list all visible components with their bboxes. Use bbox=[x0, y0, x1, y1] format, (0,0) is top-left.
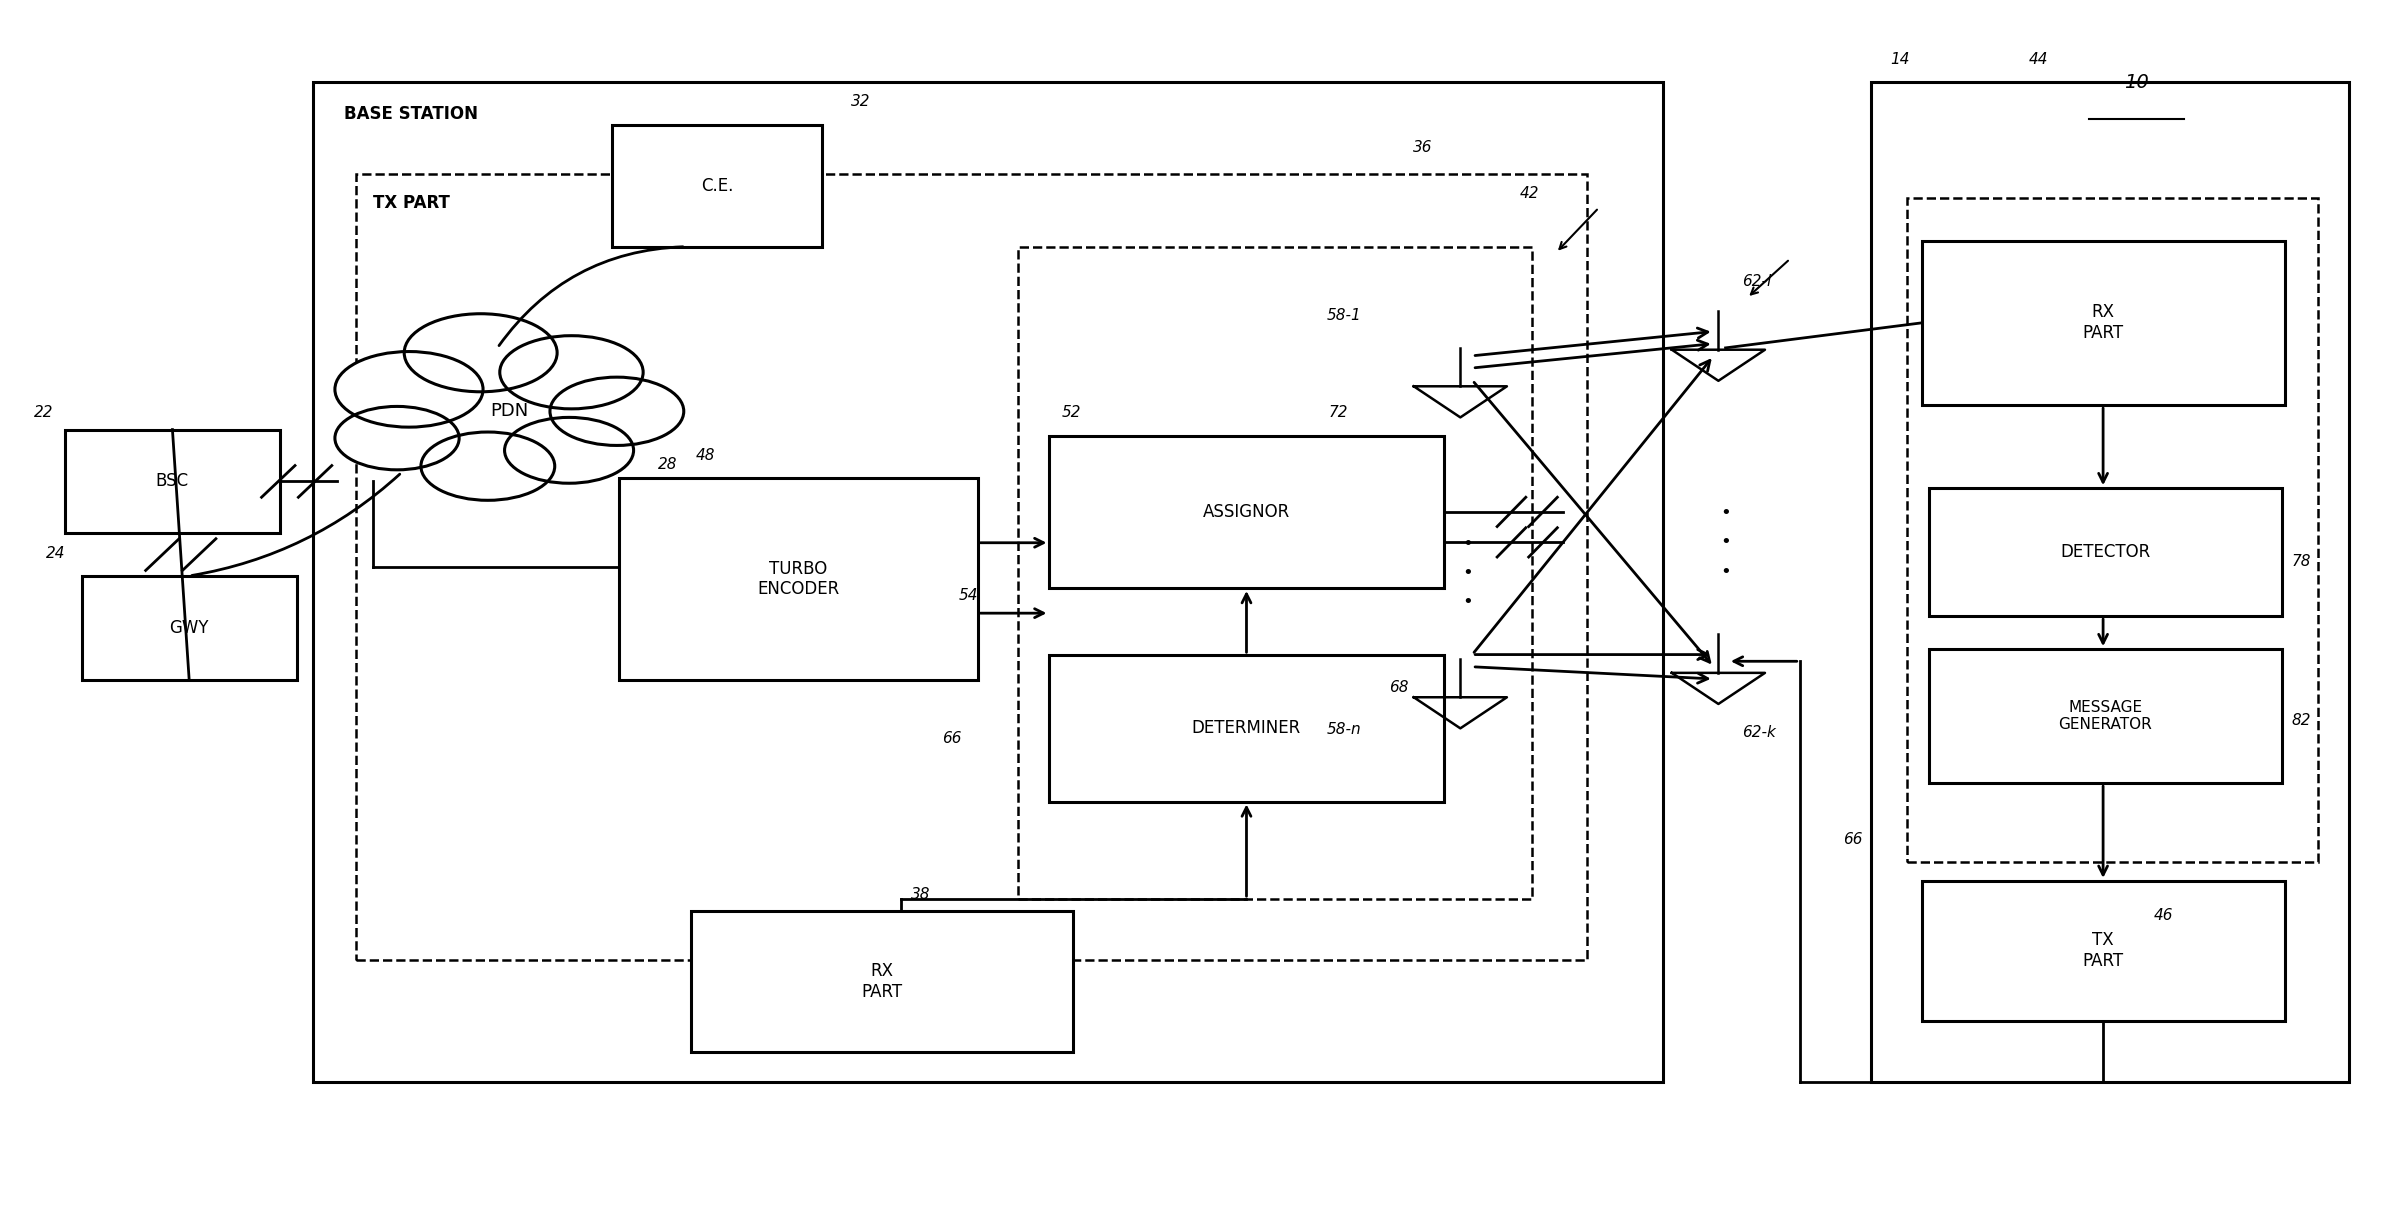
Text: 68: 68 bbox=[1389, 680, 1408, 695]
Text: 82: 82 bbox=[2292, 713, 2311, 728]
Text: DETERMINER: DETERMINER bbox=[1193, 719, 1300, 737]
Text: 58-n: 58-n bbox=[1327, 723, 1360, 737]
Text: MESSAGE
GENERATOR: MESSAGE GENERATOR bbox=[2060, 699, 2153, 733]
Text: 36: 36 bbox=[1413, 140, 1432, 154]
FancyBboxPatch shape bbox=[613, 125, 821, 246]
Text: 62-k: 62-k bbox=[1741, 725, 1777, 740]
Circle shape bbox=[335, 407, 460, 470]
Circle shape bbox=[405, 314, 558, 392]
Text: 78: 78 bbox=[2292, 554, 2311, 570]
Circle shape bbox=[501, 336, 644, 409]
Text: 10: 10 bbox=[2124, 72, 2148, 92]
FancyBboxPatch shape bbox=[65, 430, 280, 533]
Text: BSC: BSC bbox=[156, 473, 189, 490]
Text: 24: 24 bbox=[46, 545, 65, 561]
FancyBboxPatch shape bbox=[620, 478, 977, 680]
Text: GWY: GWY bbox=[170, 619, 208, 637]
FancyBboxPatch shape bbox=[1049, 436, 1444, 588]
FancyBboxPatch shape bbox=[690, 911, 1073, 1051]
Text: RX
PART: RX PART bbox=[862, 962, 903, 1001]
Circle shape bbox=[551, 377, 683, 446]
Circle shape bbox=[335, 352, 484, 428]
Text: 54: 54 bbox=[958, 588, 977, 603]
Text: 42: 42 bbox=[1521, 186, 1540, 201]
Text: 66: 66 bbox=[1842, 832, 1863, 848]
Text: PDN: PDN bbox=[491, 402, 529, 420]
Text: 44: 44 bbox=[2029, 51, 2048, 66]
Text: BASE STATION: BASE STATION bbox=[345, 104, 479, 123]
Text: 58-1: 58-1 bbox=[1327, 307, 1360, 323]
Text: 32: 32 bbox=[850, 94, 869, 109]
FancyBboxPatch shape bbox=[1928, 649, 2282, 783]
FancyBboxPatch shape bbox=[1870, 82, 2349, 1082]
FancyBboxPatch shape bbox=[81, 576, 297, 680]
Text: 48: 48 bbox=[695, 448, 716, 463]
Text: TX PART: TX PART bbox=[374, 194, 450, 212]
Text: 22: 22 bbox=[34, 405, 53, 420]
Text: 38: 38 bbox=[910, 887, 929, 902]
Text: 62-l: 62-l bbox=[1741, 273, 1772, 289]
FancyBboxPatch shape bbox=[314, 82, 1665, 1082]
FancyBboxPatch shape bbox=[1049, 655, 1444, 801]
Text: 52: 52 bbox=[1061, 405, 1080, 420]
Circle shape bbox=[422, 432, 556, 500]
Text: TX
PART: TX PART bbox=[2084, 931, 2124, 970]
Text: 66: 66 bbox=[941, 731, 960, 746]
Text: •
•
•: • • • bbox=[1461, 534, 1473, 611]
Text: C.E.: C.E. bbox=[702, 176, 733, 195]
FancyBboxPatch shape bbox=[1921, 881, 2285, 1020]
Text: 28: 28 bbox=[659, 457, 678, 472]
Text: TURBO
ENCODER: TURBO ENCODER bbox=[757, 560, 841, 598]
FancyBboxPatch shape bbox=[1928, 488, 2282, 616]
Text: •
•
•: • • • bbox=[1720, 505, 1732, 581]
Text: 72: 72 bbox=[1329, 405, 1348, 420]
Circle shape bbox=[505, 418, 635, 483]
Text: 14: 14 bbox=[1890, 51, 1909, 66]
FancyBboxPatch shape bbox=[1921, 240, 2285, 405]
Text: 46: 46 bbox=[2153, 908, 2172, 922]
Text: RX
PART: RX PART bbox=[2084, 304, 2124, 342]
Text: ASSIGNOR: ASSIGNOR bbox=[1202, 503, 1291, 521]
Text: DETECTOR: DETECTOR bbox=[2060, 543, 2151, 561]
